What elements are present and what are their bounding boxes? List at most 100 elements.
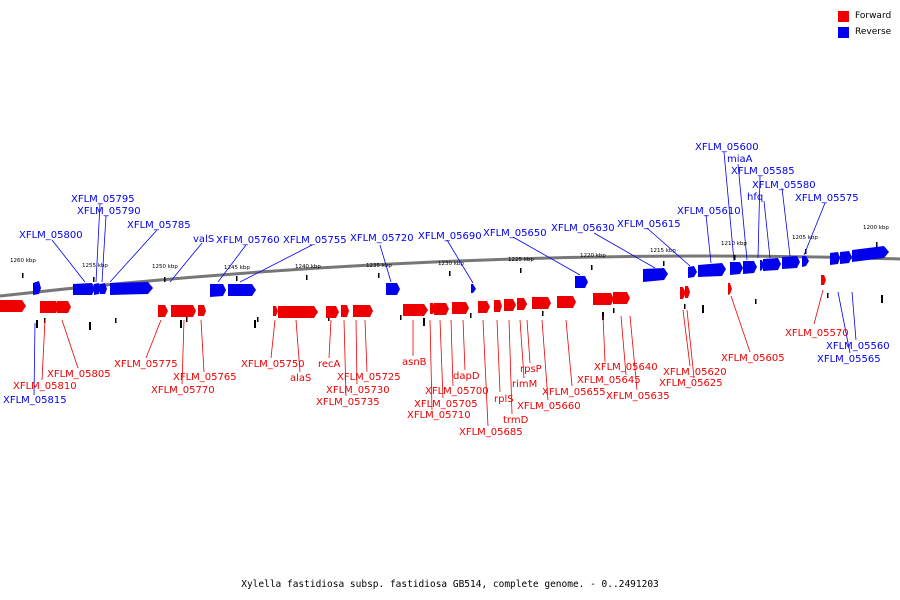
gene-arrow (840, 251, 852, 264)
tick (827, 293, 829, 298)
gene-label: XFLM_05705 (414, 399, 478, 410)
feature-mark (702, 305, 704, 313)
leader-line (101, 215, 107, 283)
forward-leaders (41, 289, 824, 427)
gene-arrow (494, 300, 502, 312)
scale-label: 1260 kbp (10, 258, 36, 264)
leader-line (705, 214, 712, 264)
gene-label: rplS (494, 394, 514, 405)
tick (684, 304, 686, 309)
gene-arrow (743, 261, 757, 274)
gene-label: XFLM_05660 (517, 401, 581, 412)
gene-label: XFLM_05605 (721, 353, 785, 364)
scale-label: 1205 kbp (792, 235, 818, 241)
gene-arrow (341, 305, 349, 317)
tick (520, 268, 522, 273)
leader-line (145, 319, 162, 359)
gene-arrow (593, 293, 614, 305)
gene-arrow (730, 262, 743, 275)
gene-label: valS (193, 234, 214, 245)
leader-line (450, 319, 454, 387)
gene-label: XFLM_05700 (425, 386, 489, 397)
feature-mark (180, 320, 182, 328)
leader-line (646, 227, 691, 267)
gene-label: XFLM_05560 (826, 341, 890, 352)
leader-line (379, 244, 392, 283)
gene-label: rpsP (520, 364, 542, 375)
tick (306, 275, 308, 280)
gene-arrow (434, 303, 449, 315)
gene-label: XFLM_05600 (695, 142, 759, 153)
tick (663, 261, 665, 266)
leader-line (757, 175, 761, 259)
tick (164, 277, 166, 282)
leader-line (496, 319, 501, 393)
leader-line (364, 319, 368, 373)
feature-mark (36, 320, 38, 328)
gene-label: asnB (402, 357, 427, 368)
scale-label: 1215 kbp (650, 248, 676, 254)
leader-line (429, 319, 433, 411)
gene-arrow (478, 301, 490, 313)
leader-line (737, 163, 748, 261)
scale-label: 1230 kbp (438, 261, 464, 267)
gene-label: trmD (503, 415, 529, 426)
scale-label: 1255 kbp (82, 263, 108, 269)
gene-label: XFLM_05790 (77, 206, 141, 217)
legend-forward: Forward (838, 8, 898, 24)
gene-label: XFLM_05785 (127, 220, 191, 231)
gene-arrow (73, 283, 95, 295)
leader-line (295, 319, 301, 373)
leader-line (851, 291, 857, 341)
tick (734, 255, 736, 260)
leader-line (593, 232, 656, 269)
gene-label: XFLM_05610 (677, 206, 741, 217)
scale-label: 1220 kbp (580, 253, 606, 259)
feature-mark (881, 295, 883, 303)
gene-label: XFLM_05795 (71, 194, 135, 205)
gene-label: dapD (453, 371, 480, 382)
tick (591, 265, 593, 270)
tick (449, 271, 451, 276)
leader-line (813, 289, 824, 325)
leader-line (109, 229, 158, 283)
gene-arrow (171, 305, 196, 317)
gene-arrow (278, 306, 318, 318)
gene-label: XFLM_05720 (350, 233, 414, 244)
gene-arrow (452, 302, 469, 314)
gene-label: XFLM_05805 (47, 369, 111, 380)
leader-line (439, 319, 444, 399)
leader-line (355, 319, 358, 385)
gene-arrow (852, 246, 889, 262)
leader-line (781, 187, 791, 257)
gene-arrow (821, 275, 826, 285)
leader-line (803, 202, 826, 256)
feature-mark (89, 322, 91, 330)
gene-label: XFLM_05765 (173, 372, 237, 383)
gene-label: XFLM_05620 (663, 367, 727, 378)
tick (378, 273, 380, 278)
gene-label: hfq (747, 192, 763, 203)
gene-label: XFLM_05570 (785, 328, 849, 339)
gene-label: XFLM_05685 (459, 427, 523, 438)
gene-label: XFLM_05735 (316, 397, 380, 408)
tick (236, 276, 238, 281)
scale-label: 1210 kbp (721, 241, 747, 247)
gene-label: XFLM_05580 (752, 180, 816, 191)
scale-label: 1245 kbp (224, 265, 250, 271)
leader-line (343, 319, 347, 397)
gene-arrow (198, 305, 206, 316)
gene-label: XFLM_05750 (241, 359, 305, 370)
tick (876, 242, 878, 247)
gene-label: XFLM_05645 (577, 375, 641, 386)
leader-line (33, 322, 36, 396)
gene-arrow (228, 284, 256, 296)
tick (755, 299, 757, 304)
genome-caption: Xylella fastidiosa subsp. fastidiosa GB5… (241, 579, 659, 590)
leader-line (508, 319, 513, 415)
gene-label: XFLM_05755 (283, 235, 347, 246)
legend-label-forward: Forward (855, 11, 892, 21)
leader-line (446, 239, 474, 284)
gene-label: XFLM_05725 (337, 372, 401, 383)
leader-line (462, 319, 466, 371)
